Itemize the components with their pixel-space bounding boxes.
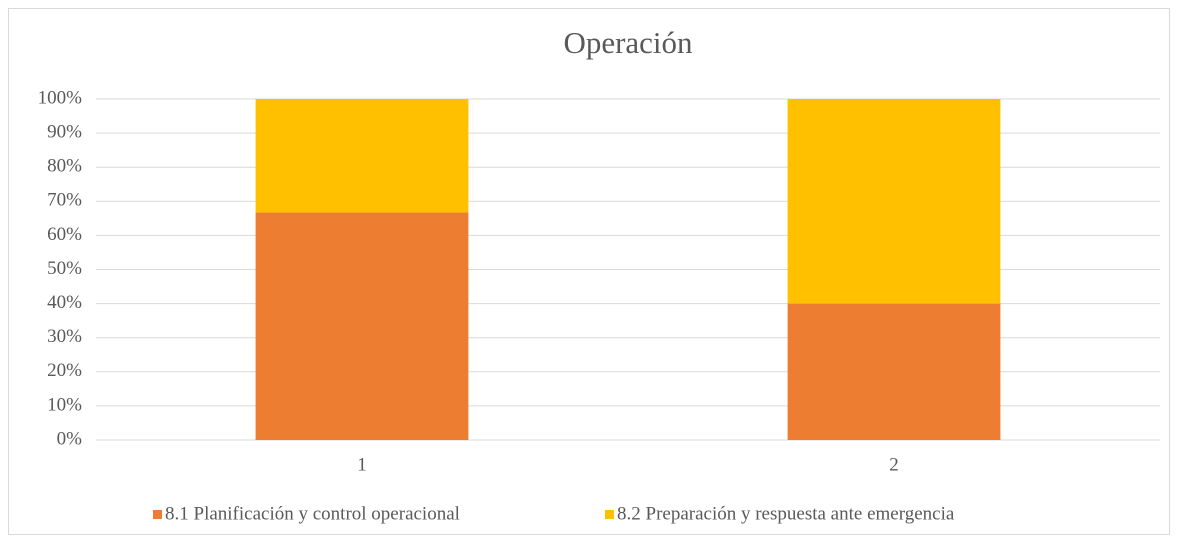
y-tick-label: 0% <box>57 428 83 449</box>
bar-segment <box>787 99 1001 304</box>
bar-segment <box>255 99 469 213</box>
y-tick-label: 30% <box>47 326 82 347</box>
y-tick-label: 60% <box>47 224 82 245</box>
x-tick-label: 1 <box>357 454 367 475</box>
bar-segment <box>255 212 469 440</box>
legend-swatch <box>605 510 614 519</box>
y-tick-label: 40% <box>47 292 82 313</box>
y-tick-label: 90% <box>47 121 82 142</box>
x-tick-label: 2 <box>889 454 899 475</box>
y-tick-label: 50% <box>47 258 82 279</box>
legend-label: 8.1 Planificación y control operacional <box>165 503 460 524</box>
y-tick-label: 100% <box>38 87 83 108</box>
bar-segment <box>787 303 1001 440</box>
y-tick-label: 80% <box>47 156 82 177</box>
y-tick-label: 20% <box>47 360 82 381</box>
y-tick-label: 10% <box>47 394 82 415</box>
chart-title: Operación <box>563 25 693 60</box>
legend-swatch <box>153 510 162 519</box>
y-tick-label: 70% <box>47 190 82 211</box>
legend-label: 8.2 Preparación y respuesta ante emergen… <box>617 503 955 524</box>
